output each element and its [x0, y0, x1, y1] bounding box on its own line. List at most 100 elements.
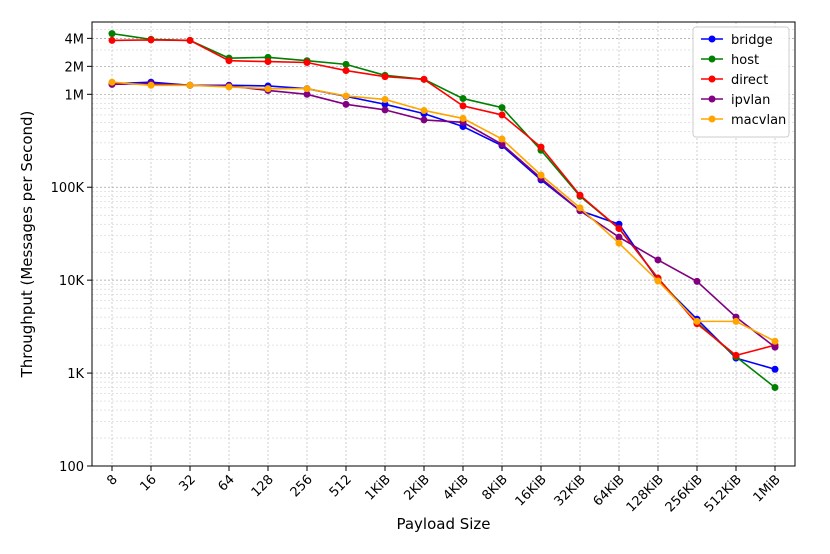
y-axis-label: Throughput (Messages per Second): [18, 111, 36, 379]
data-point-ipvlan: [615, 233, 623, 241]
legend-item-ipvlan: ipvlan: [701, 93, 770, 108]
legend-item-direct: direct: [701, 73, 768, 88]
data-point-macvlan: [342, 92, 350, 100]
x-tick-label: 8: [104, 472, 120, 488]
data-point-bridge: [381, 100, 389, 108]
x-tick-label: 64KiB: [591, 472, 628, 509]
data-point-direct: [576, 191, 584, 199]
legend-label: ipvlan: [731, 93, 770, 108]
plot-frame: [91, 21, 796, 467]
data-point-direct: [264, 58, 272, 66]
data-point-direct: [498, 111, 506, 119]
x-tick-label: 1MiB: [751, 472, 784, 505]
x-tick-label: 128KiB: [624, 472, 667, 515]
legend-box: [692, 26, 790, 138]
x-tick-label: 1KiB: [362, 472, 393, 503]
legend-label: host: [731, 53, 759, 68]
legend-label: macvlan: [731, 113, 786, 128]
x-axis-label: Payload Size: [396, 515, 490, 533]
x-tick-label: 256: [288, 472, 316, 500]
data-point-direct: [147, 36, 155, 44]
legend-swatch-marker: [708, 55, 716, 63]
data-point-macvlan: [381, 95, 389, 103]
data-point-ipvlan: [381, 106, 389, 114]
data-point-macvlan: [654, 277, 662, 285]
data-point-macvlan: [186, 81, 194, 89]
legend-item-host: host: [701, 53, 759, 68]
legend-swatch-marker: [708, 75, 716, 83]
data-point-macvlan: [225, 83, 233, 91]
data-point-host: [342, 60, 350, 68]
data-point-direct: [108, 36, 116, 44]
series-line-ipvlan: [111, 82, 776, 348]
data-point-direct: [537, 143, 545, 151]
data-point-ipvlan: [654, 256, 662, 264]
y-tick-label: 1M: [65, 88, 85, 103]
data-point-direct: [225, 57, 233, 65]
y-tick-label: 1K: [67, 367, 84, 382]
series-line-bridge: [111, 81, 776, 370]
series-macvlan: [108, 78, 779, 345]
series-layer: [108, 30, 779, 391]
data-point-macvlan: [459, 114, 467, 122]
data-point-ipvlan: [420, 116, 428, 124]
data-point-macvlan: [303, 85, 311, 93]
data-point-direct: [420, 75, 428, 83]
x-tick-label: 4KiB: [440, 472, 471, 503]
data-point-macvlan: [693, 317, 701, 325]
y-tick-label: 4M: [65, 32, 85, 47]
series-host: [108, 30, 779, 391]
axis-ticks: 8 16 32 64 128 256 512 1KiB 2KiB 4KiB 8KiB 16KiB 32K…: [51, 32, 784, 515]
data-point-ipvlan: [693, 277, 701, 285]
data-point-macvlan: [264, 85, 272, 93]
data-point-bridge: [771, 365, 779, 373]
data-point-direct: [303, 58, 311, 66]
y-tick-label: 100: [59, 460, 84, 475]
data-point-host: [459, 95, 467, 103]
data-point-direct: [381, 73, 389, 81]
x-tick-label: 512: [327, 472, 355, 500]
data-point-macvlan: [147, 81, 155, 89]
series-line-direct: [111, 39, 776, 357]
x-tick-label: 128: [249, 472, 277, 500]
data-point-host: [108, 30, 116, 38]
x-tick-label: 32: [177, 472, 199, 494]
x-tick-label: 32KiB: [552, 472, 589, 509]
y-tick-label: 2M: [65, 60, 85, 75]
legend: bridge host direct ipvlan macvlan: [692, 26, 790, 138]
data-point-ipvlan: [498, 140, 506, 148]
data-point-ipvlan: [303, 90, 311, 98]
series-line-macvlan: [111, 81, 776, 342]
legend-item-bridge: bridge: [701, 33, 773, 48]
data-point-direct: [459, 102, 467, 110]
data-point-macvlan: [771, 337, 779, 345]
y-tick-label: 10K: [59, 274, 85, 289]
data-point-direct: [615, 224, 623, 232]
data-point-direct: [186, 36, 194, 44]
data-point-macvlan: [615, 239, 623, 247]
legend-label: direct: [731, 73, 768, 88]
data-point-macvlan: [498, 135, 506, 143]
x-tick-label: 16: [138, 472, 160, 494]
x-tick-label: 2KiB: [401, 472, 432, 503]
data-point-direct: [342, 67, 350, 75]
data-point-macvlan: [732, 317, 740, 325]
data-point-macvlan: [576, 204, 584, 212]
data-point-ipvlan: [342, 100, 350, 108]
legend-swatch-marker: [708, 115, 716, 123]
y-tick-label: 100K: [51, 181, 85, 196]
legend-swatch-marker: [708, 35, 716, 43]
data-point-ipvlan: [771, 343, 779, 351]
data-point-direct: [732, 351, 740, 359]
x-tick-label: 16KiB: [513, 472, 550, 509]
legend-swatch-marker: [708, 95, 716, 103]
data-point-host: [771, 383, 779, 391]
data-point-macvlan: [537, 171, 545, 179]
x-tick-label: 256KiB: [663, 472, 706, 515]
x-tick-label: 8KiB: [479, 472, 510, 503]
x-tick-label: 512KiB: [702, 472, 745, 515]
legend-label: bridge: [731, 33, 773, 48]
data-point-macvlan: [108, 78, 116, 86]
data-point-macvlan: [420, 106, 428, 114]
